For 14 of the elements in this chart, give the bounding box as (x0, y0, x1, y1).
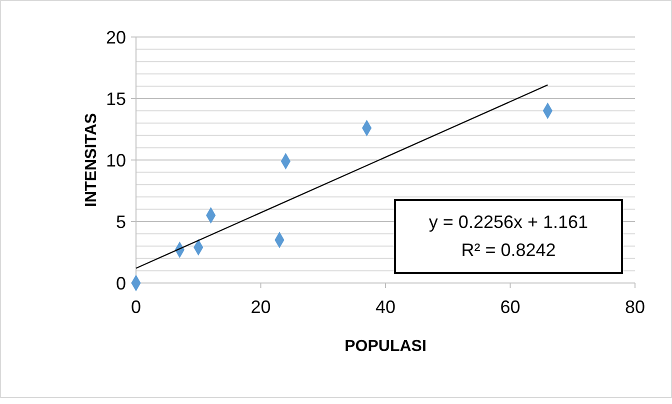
y-axis-title: INTENSITAS (83, 112, 100, 207)
annotation: R² = 0.8242 (461, 240, 556, 260)
y-tick-label: 20 (106, 27, 126, 48)
x-tick-label: 60 (500, 297, 520, 317)
x-tick-label: 0 (130, 297, 142, 317)
annotation: y = 0.2256x + 1.161 (428, 212, 588, 232)
y-tick-label: 10 (106, 150, 126, 170)
y-tick-label: 5 (116, 212, 126, 232)
x-tick-label: 40 (375, 297, 396, 317)
x-tick-label: 80 (624, 297, 646, 317)
y-tick-label: 0 (116, 273, 126, 294)
x-axis-title: POPULASI (344, 338, 426, 355)
y-tick-label: 15 (106, 88, 126, 109)
x-tick-label: 20 (250, 297, 271, 317)
